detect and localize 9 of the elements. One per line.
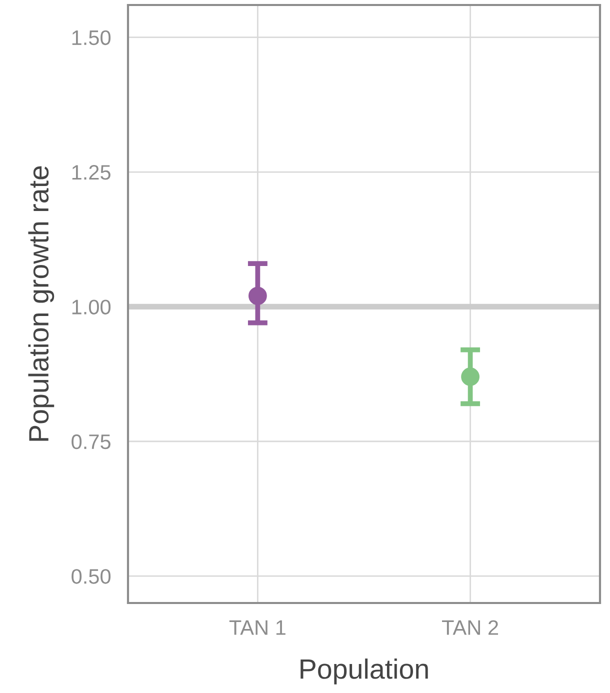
y-tick-label: 0.50	[72, 569, 111, 584]
y-axis-title: Population growth rate	[28, 166, 54, 441]
y-tick-label: 1.00	[72, 300, 111, 314]
y-tick-label: 1.25	[72, 165, 110, 180]
x-tick-label: TAN 1	[229, 620, 286, 635]
x-tick-label: TAN 2	[442, 620, 498, 635]
x-axis-title: Population	[300, 658, 428, 684]
y-tick-label: 0.75	[72, 434, 110, 450]
y-tick-label: 1.50	[72, 30, 111, 46]
